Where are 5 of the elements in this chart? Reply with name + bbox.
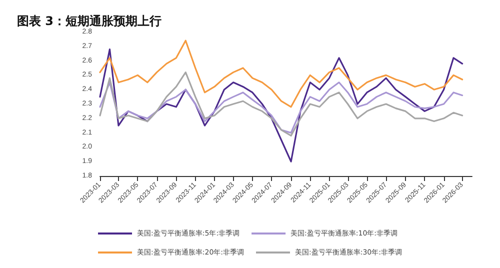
chart-title: 图表 3：短期通胀预期上行 [17, 14, 162, 28]
line-series [99, 48, 464, 162]
line-series [99, 72, 464, 136]
line-series [99, 40, 464, 108]
line-series [99, 82, 464, 134]
